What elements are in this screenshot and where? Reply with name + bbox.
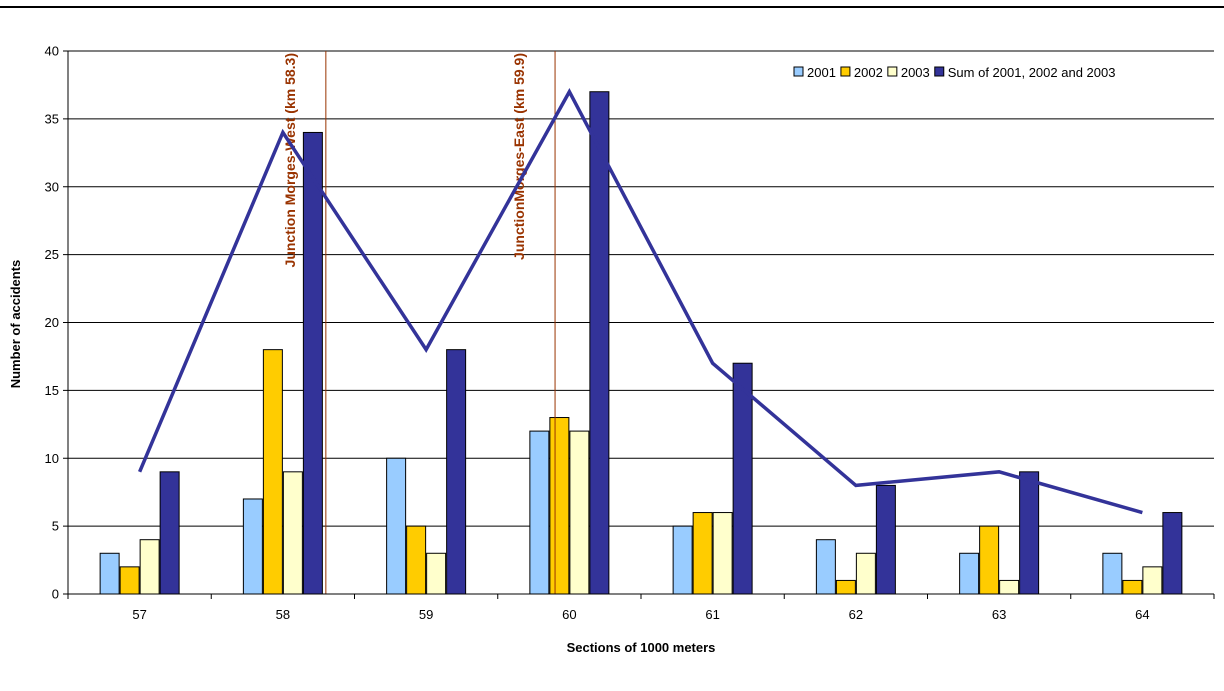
y-tick-label: 15 [45,383,59,398]
legend-swatch [887,66,898,77]
bar-2002-63 [979,525,1000,595]
bar-sum-of-2001-2002-and-2003-59 [446,349,467,595]
y-tick-label: 0 [52,587,59,602]
bar-2002-60 [549,417,570,595]
y-tick-labels: 0 5 10 15 20 25 30 35 40 [45,44,59,602]
legend-swatch [840,66,851,77]
bar-2002-58 [262,349,283,595]
bar-2001-58 [242,498,263,595]
bar-2001-63 [959,552,980,595]
x-tick-label: 63 [992,607,1006,622]
legend-label: 2003 [901,65,930,80]
bar-2001-60 [529,430,550,595]
x-tick-label: 57 [132,607,146,622]
junction-label: Junction Morges-West (km 58.3) [282,53,298,267]
bar-2002-64 [1122,579,1143,595]
bar-2002-57 [119,566,140,595]
bar-2003-58 [282,471,303,595]
x-tick-label: 60 [562,607,576,622]
bar-2001-64 [1102,552,1123,595]
bar-sum-of-2001-2002-and-2003-57 [159,471,180,595]
top-border-rule [0,6,1224,8]
y-tick-label: 25 [45,247,59,262]
bar-2001-62 [815,539,836,595]
bar-2003-62 [855,552,876,595]
bar-sum-of-2001-2002-and-2003-62 [875,484,896,595]
bar-sum-of-2001-2002-and-2003-61 [732,362,753,595]
bar-2002-62 [835,579,856,595]
y-tick-label: 10 [45,451,59,466]
bar-2001-57 [99,552,120,595]
y-tick-label: 20 [45,315,59,330]
bar-2003-59 [426,552,447,595]
bar-2001-61 [672,525,693,595]
bar-sum-of-2001-2002-and-2003-63 [1019,471,1040,595]
x-tick-label: 62 [849,607,863,622]
legend: 2001 2002 2003 Sum of 2001, 2002 and 2003 [793,65,1116,80]
legend-swatch [934,66,945,77]
junction-label: JunctionMorges-East (km 59.9) [511,53,527,260]
bar-2001-59 [386,457,407,595]
x-tick-label: 59 [419,607,433,622]
bar-sum-of-2001-2002-and-2003-58 [302,131,323,595]
x-tick-label: 64 [1135,607,1149,622]
legend-label: Sum of 2001, 2002 and 2003 [948,65,1116,80]
bar-2002-59 [406,525,427,595]
x-axis-title: Sections of 1000 meters [567,640,716,655]
bar-sum-of-2001-2002-and-2003-60 [589,91,610,595]
axes [63,50,1215,599]
x-tick-label: 58 [276,607,290,622]
x-tick-labels: 57 58 59 60 61 62 63 64 [132,607,1149,622]
x-tick-label: 61 [705,607,719,622]
gridlines [68,50,1214,527]
bar-sum-of-2001-2002-and-2003-64 [1162,512,1183,595]
y-tick-label: 40 [45,44,59,59]
bar-2003-61 [712,512,733,595]
bar-2003-63 [999,579,1020,595]
junction-annotations: Junction Morges-West (km 58.3) JunctionMo… [282,51,556,594]
bar-2003-57 [139,539,160,595]
bar-series [99,91,1183,595]
legend-label: 2001 [807,65,836,80]
legend-label: 2002 [854,65,883,80]
legend-swatch [793,66,804,77]
bar-2003-64 [1142,566,1163,595]
bar-2002-61 [692,512,713,595]
y-tick-label: 30 [45,179,59,194]
sum-trend-line-group [138,88,1143,515]
y-tick-label: 5 [52,519,59,534]
y-axis-title: Number of accidents [8,260,23,389]
bar-2003-60 [569,430,590,595]
y-tick-label: 35 [45,111,59,126]
sum-trend-line [138,88,1143,515]
